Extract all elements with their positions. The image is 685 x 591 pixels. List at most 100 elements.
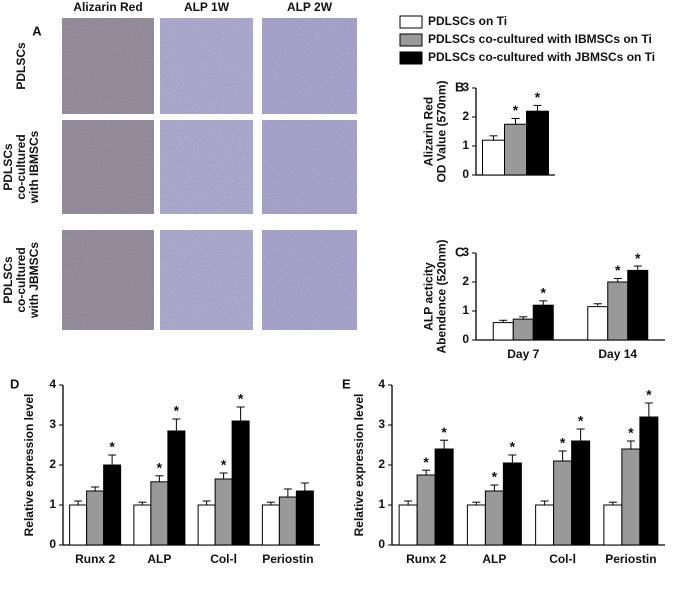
- panel-letter: A: [32, 23, 42, 38]
- y-tick-label: 0: [49, 537, 56, 551]
- stain-photo: [160, 230, 253, 330]
- y-axis-label-line: Relative expression level: [352, 394, 366, 537]
- column-header: Alizarin Red: [73, 0, 142, 14]
- bar: [484, 490, 504, 546]
- significance-marker: *: [615, 262, 621, 278]
- y-axis-label-line: Alizarin Red: [422, 97, 436, 166]
- legend-label: PDLSCs co-cultured with IBMSCs on Ti: [428, 32, 652, 46]
- panel-letter: B: [455, 79, 464, 94]
- y-axis-label-line: Abendence (520nm): [435, 239, 449, 353]
- significance-marker: *: [560, 435, 566, 451]
- significance-marker: *: [492, 469, 498, 485]
- y-tick-label: 3: [462, 245, 469, 259]
- y-tick-label: 0: [462, 167, 469, 181]
- bar: [416, 474, 436, 546]
- y-tick-label: 2: [462, 109, 469, 123]
- bar: [103, 464, 122, 546]
- row-label-line: co-cultured: [14, 247, 28, 312]
- x-tick-label: Runx 2: [75, 552, 115, 566]
- bar: [214, 478, 233, 546]
- bar: [603, 504, 623, 546]
- significance-marker: *: [646, 387, 652, 403]
- y-axis-label: Relative expression level: [22, 394, 36, 537]
- significance-marker: *: [221, 457, 227, 473]
- bar: [295, 490, 314, 546]
- significance-marker: *: [541, 285, 547, 301]
- y-axis-label: ALP acticityAbendence (520nm): [422, 239, 449, 353]
- row-label: PDLSCs: [14, 42, 28, 90]
- bar: [526, 110, 549, 176]
- y-tick-label: 3: [49, 417, 56, 431]
- y-tick-label: 1: [378, 497, 385, 511]
- stain-photo: [62, 230, 154, 330]
- significance-marker: *: [578, 413, 584, 429]
- bar: [532, 304, 554, 341]
- bar: [621, 448, 641, 546]
- bar: [504, 123, 527, 176]
- y-tick-label: 4: [378, 377, 385, 391]
- bar: [512, 318, 534, 341]
- stain-photo: [160, 120, 253, 214]
- x-tick-label: Day 14: [598, 347, 637, 361]
- y-tick-label: 4: [49, 377, 56, 391]
- row-label-line: with JBMSCs: [27, 242, 41, 319]
- bar: [466, 504, 486, 546]
- x-tick-label: Runx 2: [406, 552, 446, 566]
- significance-marker: *: [513, 102, 519, 118]
- y-tick-label: 2: [49, 457, 56, 471]
- bar: [482, 139, 505, 176]
- significance-marker: *: [535, 89, 541, 105]
- bar: [231, 420, 250, 546]
- row-label-line: with IBMSCs: [27, 130, 41, 204]
- bar: [639, 416, 659, 546]
- panel-letter: E: [342, 376, 351, 391]
- bar: [150, 481, 169, 546]
- legend-swatch: [399, 15, 423, 29]
- significance-marker: *: [635, 250, 641, 266]
- column-header: ALP 2W: [287, 0, 333, 14]
- bar: [398, 504, 418, 546]
- legend-swatch: [399, 33, 423, 47]
- bar: [535, 504, 555, 546]
- column-header: ALP 1W: [184, 0, 230, 14]
- bar: [607, 281, 629, 341]
- stain-photo: [62, 18, 154, 114]
- y-tick-label: 2: [378, 457, 385, 471]
- significance-marker: *: [441, 424, 447, 440]
- x-tick-label: Day 7: [507, 347, 539, 361]
- x-tick-label: Periostin: [605, 552, 656, 566]
- row-label-line: PDLSCs: [1, 143, 15, 191]
- bar: [434, 448, 454, 546]
- y-tick-label: 3: [378, 417, 385, 431]
- y-tick-label: 1: [49, 497, 56, 511]
- bar: [571, 440, 591, 546]
- panel-letter: C: [455, 244, 465, 259]
- significance-marker: *: [510, 439, 516, 455]
- row-label-line: PDLSCs: [1, 256, 15, 304]
- y-axis-label-line: Relative expression level: [22, 394, 36, 537]
- panel-letter: D: [10, 376, 19, 391]
- significance-marker: *: [174, 403, 180, 419]
- y-axis-label: Relative expression level: [352, 394, 366, 537]
- legend-swatch: [399, 51, 423, 65]
- row-label-line: co-cultured: [14, 134, 28, 199]
- row-label-line: PDLSCs: [14, 42, 28, 90]
- significance-marker: *: [238, 391, 244, 407]
- stain-photo: [160, 18, 253, 114]
- significance-marker: *: [423, 454, 429, 470]
- significance-marker: *: [157, 460, 163, 476]
- y-tick-label: 1: [462, 303, 469, 317]
- bar: [167, 430, 186, 546]
- x-tick-label: Col-Ⅰ: [210, 552, 237, 566]
- stain-photo: [262, 18, 357, 114]
- stain-photo: [262, 120, 357, 214]
- bar: [553, 460, 573, 546]
- bar: [587, 306, 609, 341]
- bar: [69, 504, 88, 546]
- y-tick-label: 0: [462, 332, 469, 346]
- row-label: PDLSCsco-culturedwith IBMSCs: [1, 130, 41, 204]
- y-axis-label-line: OD Value (570nm): [435, 80, 449, 182]
- stain-photo: [262, 230, 357, 330]
- bar: [261, 504, 280, 546]
- bar: [627, 269, 649, 341]
